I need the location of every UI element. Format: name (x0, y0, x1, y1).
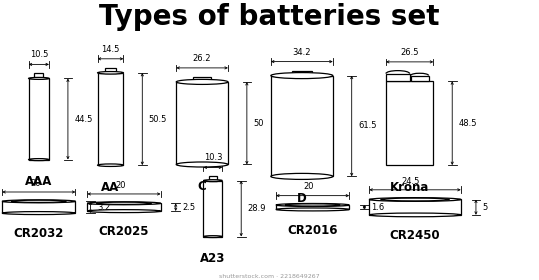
Ellipse shape (276, 204, 349, 206)
Text: C: C (198, 180, 206, 193)
Text: 14.5: 14.5 (101, 45, 120, 54)
Ellipse shape (96, 202, 151, 204)
Text: shutterstock.com · 2218649267: shutterstock.com · 2218649267 (219, 274, 320, 279)
Text: CR2025: CR2025 (99, 225, 149, 238)
Text: CR2032: CR2032 (13, 227, 64, 240)
Ellipse shape (271, 73, 333, 79)
Text: 10.3: 10.3 (204, 153, 222, 162)
Ellipse shape (11, 200, 66, 202)
Text: 20: 20 (30, 179, 40, 188)
Text: 48.5: 48.5 (459, 119, 477, 128)
Ellipse shape (98, 72, 123, 74)
Text: 24.5: 24.5 (401, 177, 420, 186)
Text: 26.5: 26.5 (400, 48, 419, 57)
Ellipse shape (369, 213, 461, 217)
Text: 34.2: 34.2 (293, 48, 311, 57)
Text: 50: 50 (253, 119, 264, 128)
Text: 10.5: 10.5 (30, 50, 48, 59)
Text: A23: A23 (200, 252, 226, 265)
Ellipse shape (176, 162, 228, 167)
Bar (276, 205, 349, 209)
Text: 5: 5 (482, 203, 488, 212)
Ellipse shape (271, 173, 333, 179)
Text: 50.5: 50.5 (149, 115, 167, 123)
Ellipse shape (87, 202, 161, 205)
FancyBboxPatch shape (98, 73, 123, 165)
Text: 3.2: 3.2 (97, 203, 110, 212)
Ellipse shape (203, 236, 223, 237)
Text: CR2016: CR2016 (287, 223, 338, 237)
Bar (292, 71, 312, 76)
Text: 1.6: 1.6 (371, 203, 384, 212)
Ellipse shape (2, 200, 75, 203)
Bar (386, 74, 410, 81)
Bar (34, 73, 44, 78)
Bar (411, 76, 429, 81)
Text: 28.9: 28.9 (248, 204, 266, 213)
Text: Types of batteries set: Types of batteries set (99, 3, 440, 31)
Bar (369, 199, 461, 215)
Ellipse shape (369, 198, 461, 201)
Text: AAA: AAA (25, 175, 52, 188)
Bar (87, 203, 161, 211)
Ellipse shape (2, 212, 75, 214)
Bar (105, 68, 116, 73)
Bar (2, 201, 75, 213)
Ellipse shape (29, 77, 49, 80)
Ellipse shape (176, 80, 228, 84)
Text: 20: 20 (115, 181, 126, 190)
Text: 26.2: 26.2 (193, 54, 211, 63)
Ellipse shape (203, 180, 223, 181)
Ellipse shape (29, 158, 49, 161)
Text: Krona: Krona (390, 181, 430, 193)
Text: 2.5: 2.5 (182, 203, 195, 212)
Text: D: D (297, 192, 307, 205)
Bar (386, 81, 433, 165)
Ellipse shape (276, 208, 349, 211)
Text: AA: AA (101, 181, 120, 193)
Bar (209, 176, 217, 181)
Ellipse shape (87, 210, 161, 213)
Ellipse shape (285, 204, 340, 206)
FancyBboxPatch shape (271, 76, 333, 176)
Text: 20: 20 (303, 183, 314, 192)
Text: 44.5: 44.5 (74, 115, 93, 123)
FancyBboxPatch shape (204, 181, 222, 237)
FancyBboxPatch shape (29, 78, 49, 160)
Text: CR2450: CR2450 (390, 229, 440, 242)
Text: 61.5: 61.5 (358, 122, 377, 130)
FancyBboxPatch shape (176, 82, 228, 164)
Ellipse shape (98, 164, 123, 166)
Ellipse shape (381, 198, 450, 201)
Bar (193, 77, 211, 82)
